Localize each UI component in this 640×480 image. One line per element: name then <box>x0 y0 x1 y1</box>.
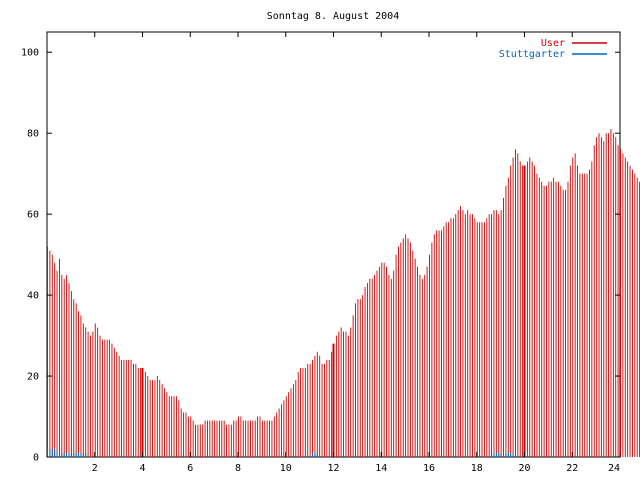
x-tick-label: 18 <box>471 463 483 474</box>
y-tick-label: 0 <box>33 453 39 464</box>
x-tick-label: 16 <box>423 463 435 474</box>
x-tick-label: 6 <box>187 463 193 474</box>
y-tick-label: 100 <box>21 48 39 59</box>
x-tick-label: 10 <box>280 463 292 474</box>
chart-title: Sonntag 8. August 2004 <box>267 11 399 22</box>
legend: User Stuttgarter <box>499 38 607 60</box>
x-tick-label: 4 <box>139 463 145 474</box>
y-tick-label: 80 <box>27 129 39 140</box>
y-tick-label: 20 <box>27 372 39 383</box>
x-tick-label: 22 <box>566 463 578 474</box>
y-tick-label: 40 <box>27 291 39 302</box>
x-tick-label: 24 <box>608 463 620 474</box>
bars-layer <box>47 129 640 457</box>
x-tick-label: 14 <box>375 463 387 474</box>
legend-label-stuttgarter: Stuttgarter <box>499 49 565 60</box>
x-tick-label: 2 <box>92 463 98 474</box>
x-tick-label: 12 <box>327 463 339 474</box>
x-tick-label: 20 <box>518 463 530 474</box>
legend-label-user: User <box>541 38 565 49</box>
x-tick-label: 8 <box>235 463 241 474</box>
y-tick-label: 60 <box>27 210 39 221</box>
